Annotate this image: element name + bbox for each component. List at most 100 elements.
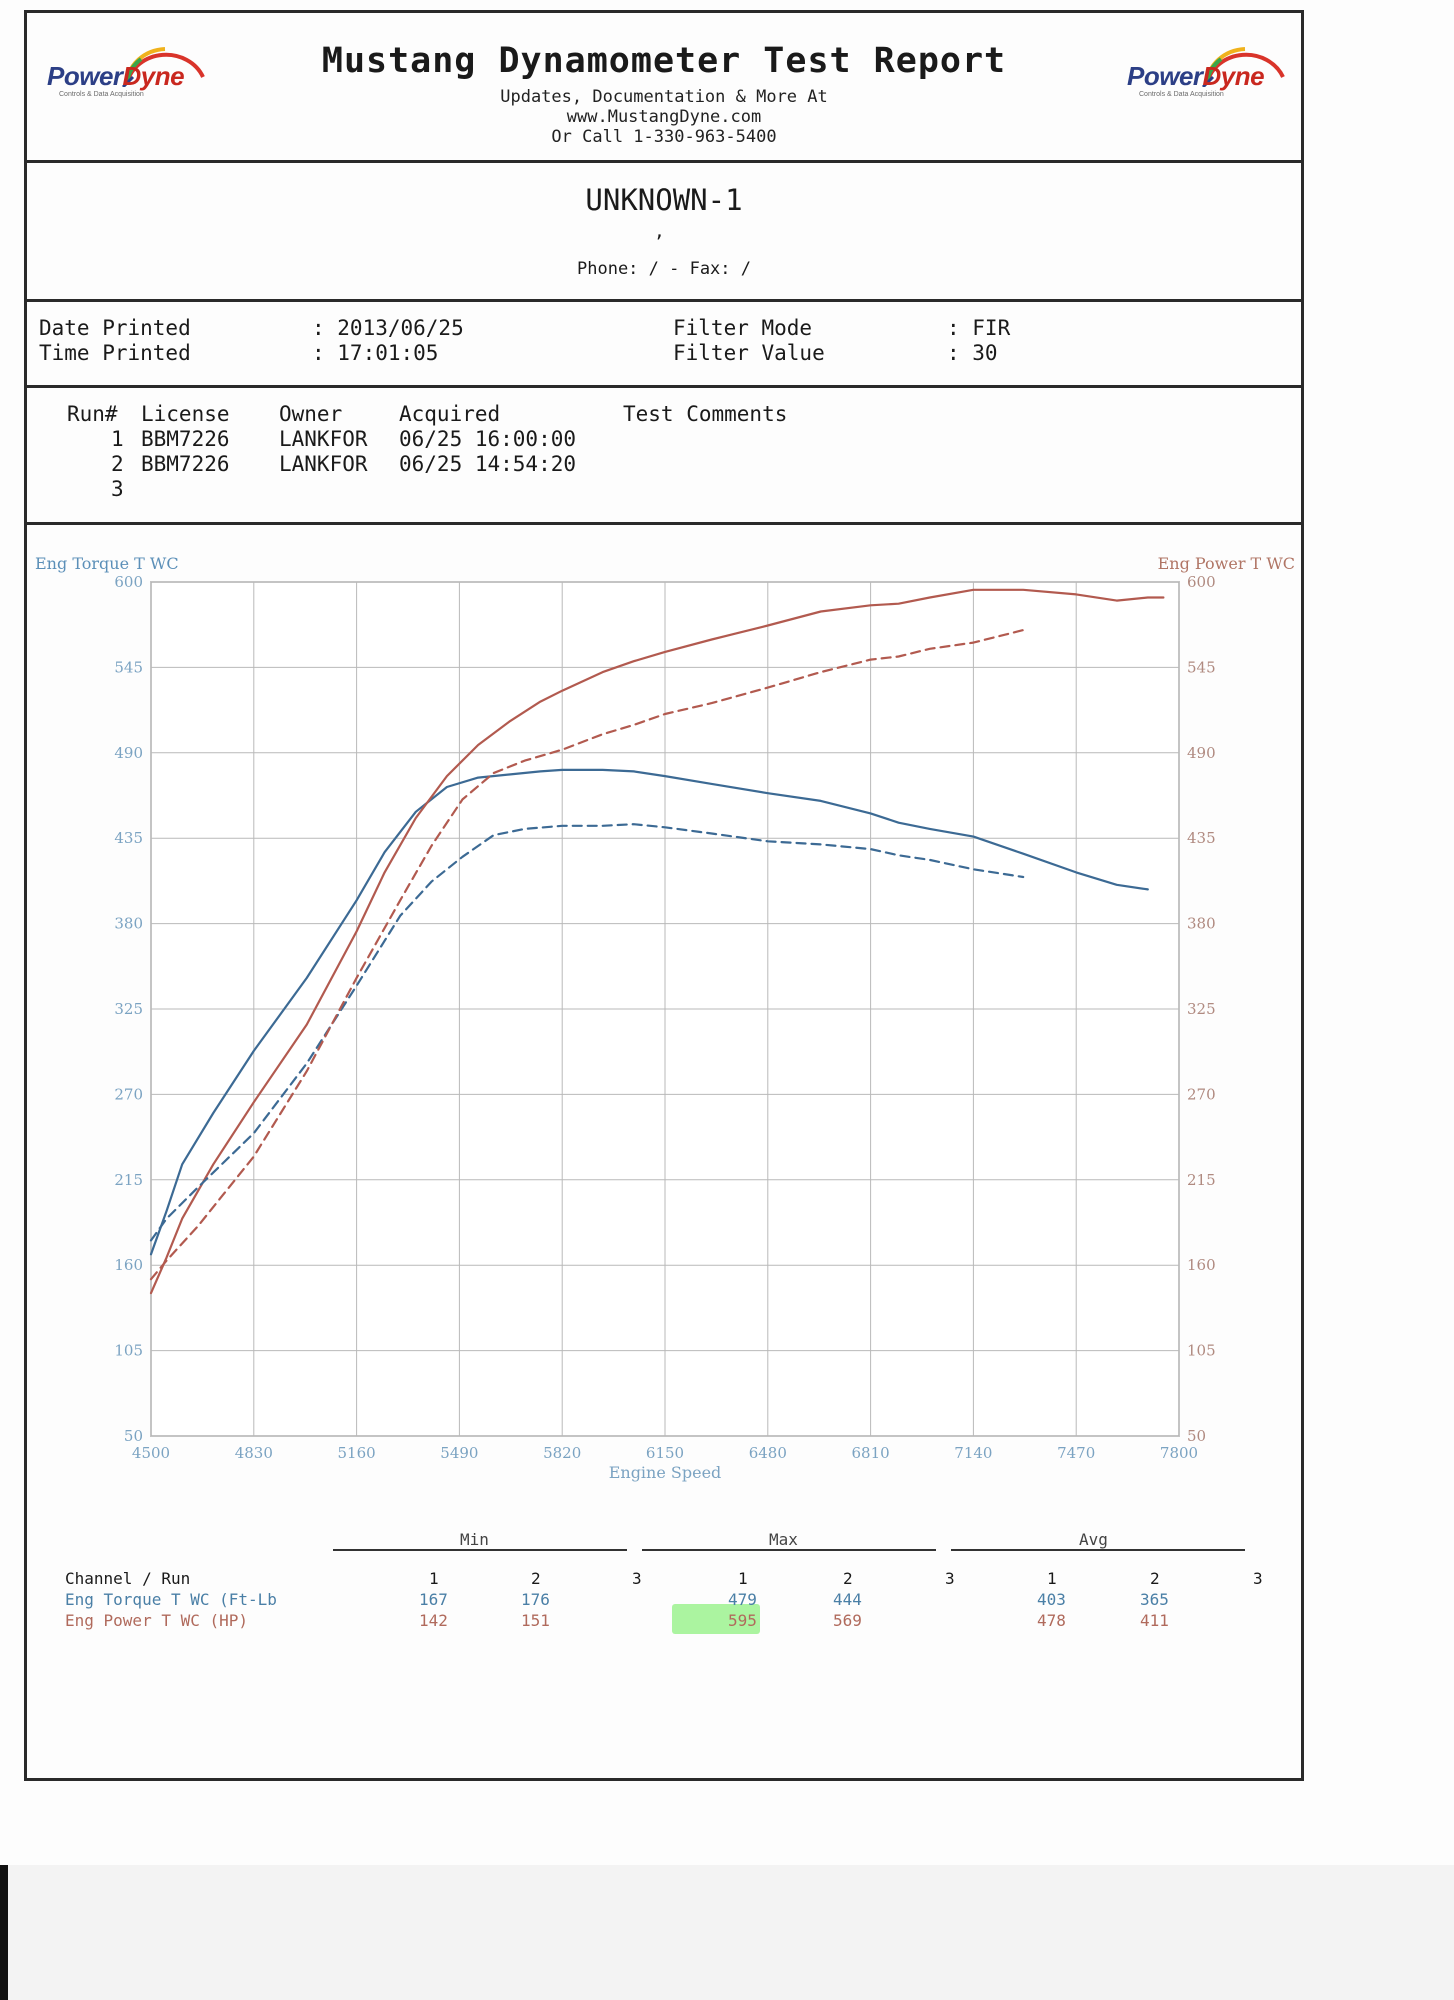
- power-run-2-line: [149, 629, 1025, 1281]
- scan-margin: [0, 1865, 1454, 2000]
- runs-header-run: Run#: [67, 402, 118, 426]
- runs-header-comments: Test Comments: [623, 402, 788, 426]
- summary-value: 365: [1140, 1590, 1169, 1609]
- run-acquired: 06/25 14:54:20: [399, 452, 577, 476]
- filter-value-value: : 30: [947, 341, 998, 365]
- y-right-tick-label: 325: [1187, 1000, 1216, 1018]
- x-tick-label: 6150: [646, 1444, 684, 1462]
- y-right-tick-label: 160: [1187, 1256, 1216, 1274]
- runs-header-license: License: [141, 402, 230, 426]
- address-comma: ,: [654, 221, 665, 242]
- powerdyne-logo-right: PowerDyne Controls & Data Acquisition: [1121, 39, 1291, 109]
- summary-run-number: 1: [1047, 1569, 1057, 1588]
- scan-edge: [0, 1865, 8, 2000]
- run-license: BBM7226: [141, 452, 230, 476]
- x-tick-label: 6810: [852, 1444, 890, 1462]
- time-printed-label: Time Printed: [39, 341, 191, 365]
- torque-run-1-line: [149, 768, 1149, 1256]
- run-acquired: 06/25 16:00:00: [399, 427, 577, 451]
- summary-value: 444: [833, 1590, 862, 1609]
- y-left-tick-label: 545: [114, 658, 143, 676]
- summary-header-avg: Avg: [1079, 1530, 1108, 1549]
- x-tick-label: 7140: [954, 1444, 992, 1462]
- runs-header-acquired: Acquired: [399, 402, 501, 426]
- summary-header-max: Max: [769, 1530, 798, 1549]
- summary-value: 595: [728, 1611, 757, 1630]
- run-number: 3: [111, 477, 124, 501]
- summary-rule-max: [642, 1549, 936, 1551]
- y-right-axis-label: Eng Power T WC: [1158, 554, 1295, 573]
- dyno-chart: 4500 4830 5160 5490 5820 6150 6480 6810 7140 7470…: [35, 554, 1295, 1482]
- channel-run-label: Channel / Run: [65, 1569, 191, 1588]
- highlighter-mark: [672, 1604, 760, 1634]
- summary-value: 167: [419, 1590, 448, 1609]
- summary-value: 176: [521, 1590, 550, 1609]
- y-right-tick-label: 490: [1187, 744, 1216, 762]
- y-left-tick-label: 435: [114, 829, 143, 847]
- run-owner: LANKFOR: [279, 427, 368, 451]
- summary-run-number: 3: [945, 1569, 955, 1588]
- x-axis-label: Engine Speed: [609, 1463, 722, 1482]
- header-line-2: www.MustangDyne.com: [566, 107, 762, 127]
- chart-section: 4500 4830 5160 5490 5820 6150 6480 6810 7140 7470…: [24, 525, 1304, 1781]
- y-left-tick-label: 600: [114, 573, 143, 591]
- y-left-tick-label: 105: [114, 1342, 143, 1360]
- summary-run-number: 2: [843, 1569, 853, 1588]
- x-tick-label: 7800: [1160, 1444, 1198, 1462]
- y-right-tick-label: 435: [1187, 829, 1216, 847]
- x-tick-label: 4500: [132, 1444, 170, 1462]
- header-line-3: Or Call 1-330-963-5400: [551, 127, 777, 147]
- y-left-tick-label: 380: [114, 915, 143, 933]
- report-header: PowerDyne Controls & Data Acquisition Po…: [24, 10, 1304, 163]
- summary-value: 151: [521, 1611, 550, 1630]
- power-run-1-line: [149, 588, 1165, 1295]
- filter-value-label: Filter Value: [673, 341, 825, 365]
- run-license: BBM7226: [141, 427, 230, 451]
- summary-value: 403: [1037, 1590, 1066, 1609]
- logo-arc-icon: [1201, 47, 1285, 87]
- customer-title: UNKNOWN-1: [585, 183, 743, 217]
- x-tick-label: 6480: [749, 1444, 787, 1462]
- torque-row-label: Eng Torque T WC (Ft-Lb: [65, 1590, 277, 1609]
- time-printed-value: : 17:01:05: [312, 341, 439, 365]
- summary-run-number: 3: [632, 1569, 642, 1588]
- y-right-tick-label: 105: [1187, 1342, 1216, 1360]
- report-title: Mustang Dynamometer Test Report: [321, 41, 1007, 81]
- summary-value: 569: [833, 1611, 862, 1630]
- x-tick-label: 7470: [1057, 1444, 1095, 1462]
- y-right-tick-label: 215: [1187, 1171, 1216, 1189]
- powerdyne-logo-left: PowerDyne Controls & Data Acquisition: [41, 39, 211, 109]
- y-left-tick-label: 325: [114, 1000, 143, 1018]
- run-owner: LANKFOR: [279, 452, 368, 476]
- y-left-axis-label: Eng Torque T WC: [35, 554, 179, 573]
- summary-run-number: 2: [531, 1569, 541, 1588]
- summary-run-number: 3: [1253, 1569, 1263, 1588]
- summary-value: 479: [728, 1590, 757, 1609]
- runs-table: Run# License Owner Acquired Test Comment…: [24, 388, 1304, 525]
- header-line-1: Updates, Documentation & More At: [500, 87, 828, 107]
- y-right-tick-label: 50: [1187, 1427, 1206, 1445]
- summary-value: 478: [1037, 1611, 1066, 1630]
- summary-rule-min: [333, 1549, 627, 1551]
- y-left-tick-label: 490: [114, 744, 143, 762]
- y-left-tick-label: 160: [114, 1256, 143, 1274]
- x-tick-label: 5820: [543, 1444, 581, 1462]
- summary-run-number: 1: [738, 1569, 748, 1588]
- y-left-tick-label: 215: [114, 1171, 143, 1189]
- y-right-tick-label: 380: [1187, 915, 1216, 933]
- x-tick-label: 5160: [338, 1444, 376, 1462]
- summary-value: 142: [419, 1611, 448, 1630]
- y-right-tick-label: 270: [1187, 1085, 1216, 1103]
- filter-mode-value: : FIR: [947, 316, 1011, 340]
- torque-run-2-line: [149, 823, 1025, 1242]
- logo-arc-icon: [121, 47, 205, 87]
- summary-run-number: 1: [429, 1569, 439, 1588]
- customer-section: UNKNOWN-1 , Phone: / - Fax: /: [24, 163, 1304, 302]
- summary-value: 411: [1140, 1611, 1169, 1630]
- y-left-tick-label: 270: [114, 1085, 143, 1103]
- x-tick-label: 4830: [235, 1444, 273, 1462]
- phone-fax-line: Phone: / - Fax: /: [577, 259, 751, 279]
- y-right-tick-label: 600: [1187, 573, 1216, 591]
- y-right-tick-label: 545: [1187, 658, 1216, 676]
- summary-rule-avg: [951, 1549, 1245, 1551]
